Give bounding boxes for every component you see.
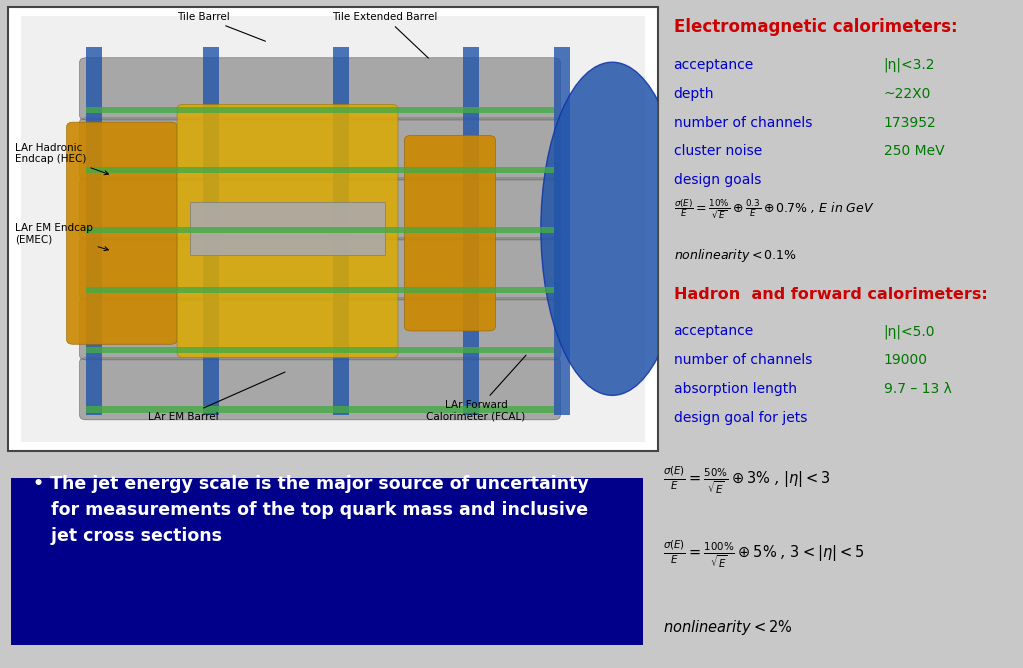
Text: acceptance: acceptance: [673, 57, 754, 71]
FancyBboxPatch shape: [80, 298, 561, 360]
Bar: [203, 47, 219, 415]
Text: 19000: 19000: [884, 353, 928, 367]
Text: • The jet energy scale is the major source of uncertainty
   for measurements of: • The jet energy scale is the major sour…: [34, 476, 589, 544]
FancyBboxPatch shape: [80, 238, 561, 300]
Text: |η|<3.2: |η|<3.2: [884, 57, 935, 72]
Text: LAr Hadronic
Endcap (HEC): LAr Hadronic Endcap (HEC): [14, 142, 108, 175]
Text: absorption length: absorption length: [673, 382, 797, 396]
Text: ~22X0: ~22X0: [884, 87, 931, 101]
Bar: [86, 47, 102, 415]
Text: Electromagnetic calorimeters:: Electromagnetic calorimeters:: [673, 18, 958, 36]
Bar: [553, 47, 570, 415]
Text: design goals: design goals: [673, 173, 761, 187]
FancyBboxPatch shape: [80, 118, 561, 180]
Text: |η|<5.0: |η|<5.0: [884, 324, 935, 339]
Text: acceptance: acceptance: [673, 324, 754, 338]
Bar: [333, 47, 349, 415]
Bar: [190, 202, 385, 255]
FancyBboxPatch shape: [80, 178, 561, 240]
Text: LAr Forward
Calorimeter (FCAL): LAr Forward Calorimeter (FCAL): [427, 355, 526, 422]
FancyBboxPatch shape: [66, 122, 177, 344]
FancyBboxPatch shape: [80, 57, 561, 120]
Text: number of channels: number of channels: [673, 353, 812, 367]
Bar: [86, 347, 553, 353]
Text: $\frac{\sigma(E)}{E} = \frac{100\%}{\sqrt{E}} \oplus 5\%$ , $3<|\eta|<5$: $\frac{\sigma(E)}{E} = \frac{100\%}{\sqr…: [663, 538, 864, 570]
FancyBboxPatch shape: [404, 136, 495, 331]
Text: cluster noise: cluster noise: [673, 144, 762, 158]
Text: Tile Extended Barrel: Tile Extended Barrel: [332, 12, 438, 58]
FancyBboxPatch shape: [177, 104, 398, 357]
Text: number of channels: number of channels: [673, 116, 812, 130]
Text: 9.7 – 13 λ: 9.7 – 13 λ: [884, 382, 951, 396]
Text: Hadron  and forward calorimeters:: Hadron and forward calorimeters:: [673, 287, 987, 301]
Text: LAr EM Barrel: LAr EM Barrel: [148, 372, 285, 422]
Text: $nonlinearity < 2\%$: $nonlinearity < 2\%$: [663, 619, 793, 637]
Bar: [86, 287, 553, 293]
Text: Tile Barrel: Tile Barrel: [177, 12, 265, 41]
Text: $nonlinearity < 0.1\%$: $nonlinearity < 0.1\%$: [673, 246, 797, 264]
FancyBboxPatch shape: [80, 357, 561, 420]
Text: 250 MeV: 250 MeV: [884, 144, 944, 158]
Text: $\frac{\sigma(E)}{E} = \frac{50\%}{\sqrt{E}} \oplus 3\%$ , $|\eta|<3$: $\frac{\sigma(E)}{E} = \frac{50\%}{\sqrt…: [663, 465, 831, 496]
Text: design goal for jets: design goal for jets: [673, 411, 807, 425]
Text: $\frac{\sigma(E)}{E} = \frac{10\%}{\sqrt{E}} \oplus \frac{0.3}{E} \oplus 0.7\%$ : $\frac{\sigma(E)}{E} = \frac{10\%}{\sqrt…: [673, 198, 874, 221]
FancyBboxPatch shape: [11, 478, 642, 645]
Bar: [462, 47, 479, 415]
Text: depth: depth: [673, 87, 714, 101]
Bar: [86, 226, 553, 233]
Bar: [86, 107, 553, 114]
Bar: [86, 166, 553, 173]
Text: LAr EM Endcap
(EMEC): LAr EM Endcap (EMEC): [14, 222, 108, 250]
Ellipse shape: [541, 62, 683, 395]
Text: 173952: 173952: [884, 116, 936, 130]
Bar: [86, 406, 553, 413]
